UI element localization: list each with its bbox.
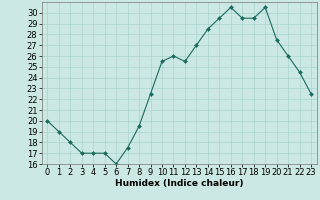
X-axis label: Humidex (Indice chaleur): Humidex (Indice chaleur)	[115, 179, 244, 188]
